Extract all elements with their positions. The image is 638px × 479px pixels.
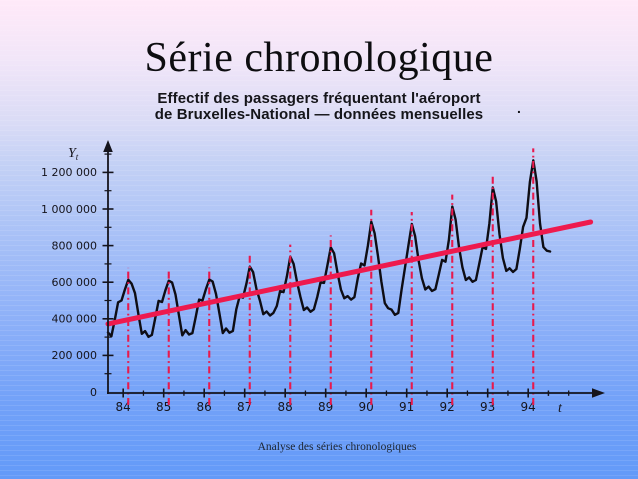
footer-text: Analyse des séries chronologiques — [257, 441, 417, 453]
y-tick-label: 1 000 000 — [41, 203, 97, 216]
x-tick-label: 84 — [116, 400, 131, 414]
subtitle-artifact-dot: . — [517, 100, 521, 116]
y-axis-arrow-icon — [103, 140, 113, 152]
x-tick-label: 94 — [521, 400, 536, 414]
x-tick-label: 90 — [359, 400, 374, 414]
y-tick-label: 400 000 — [52, 313, 98, 326]
y-tick-label: 1 200 000 — [41, 166, 97, 179]
x-tick-label: 92 — [440, 400, 455, 414]
x-axis-label: t — [558, 401, 563, 416]
y-axis-label: Yt — [68, 146, 79, 162]
x-tick-label: 85 — [156, 400, 171, 414]
y-tick-label: 800 000 — [52, 239, 98, 252]
y-axis-ticks: 1 200 000 1 000 000 800 000 600 000 400 000 2… — [41, 153, 114, 399]
x-axis-arrow-icon — [592, 388, 605, 398]
x-tick-label: 91 — [399, 400, 414, 414]
y-tick-label: 600 000 — [52, 276, 98, 289]
passenger-series-polyline — [106, 159, 552, 339]
x-tick-label: 88 — [278, 400, 293, 414]
passenger-series-curve — [106, 159, 552, 339]
chart-subtitle-line1: Effectif des passagers fréquentant l'aér… — [157, 90, 481, 107]
x-tick-label: 93 — [480, 400, 495, 414]
y-tick-label: 0 — [90, 386, 97, 399]
y-tick-label: 200 000 — [52, 349, 98, 362]
trend-line-segment — [105, 219, 594, 327]
slide-title: Série chronologique — [144, 35, 494, 81]
x-tick-label: 89 — [318, 400, 333, 414]
seasonal-peak-lines — [127, 148, 535, 405]
x-tick-label: 87 — [237, 400, 252, 414]
chart-subtitle-line2: de Bruxelles-National — données mensuell… — [154, 106, 484, 123]
chart-subtitle: Effectif des passagers fréquentant l'aér… — [0, 91, 638, 123]
x-axis-ticks: 84 85 86 87 88 89 90 91 92 93 94 — [116, 388, 570, 414]
x-tick-label: 86 — [197, 400, 212, 414]
trend-line — [105, 219, 594, 327]
